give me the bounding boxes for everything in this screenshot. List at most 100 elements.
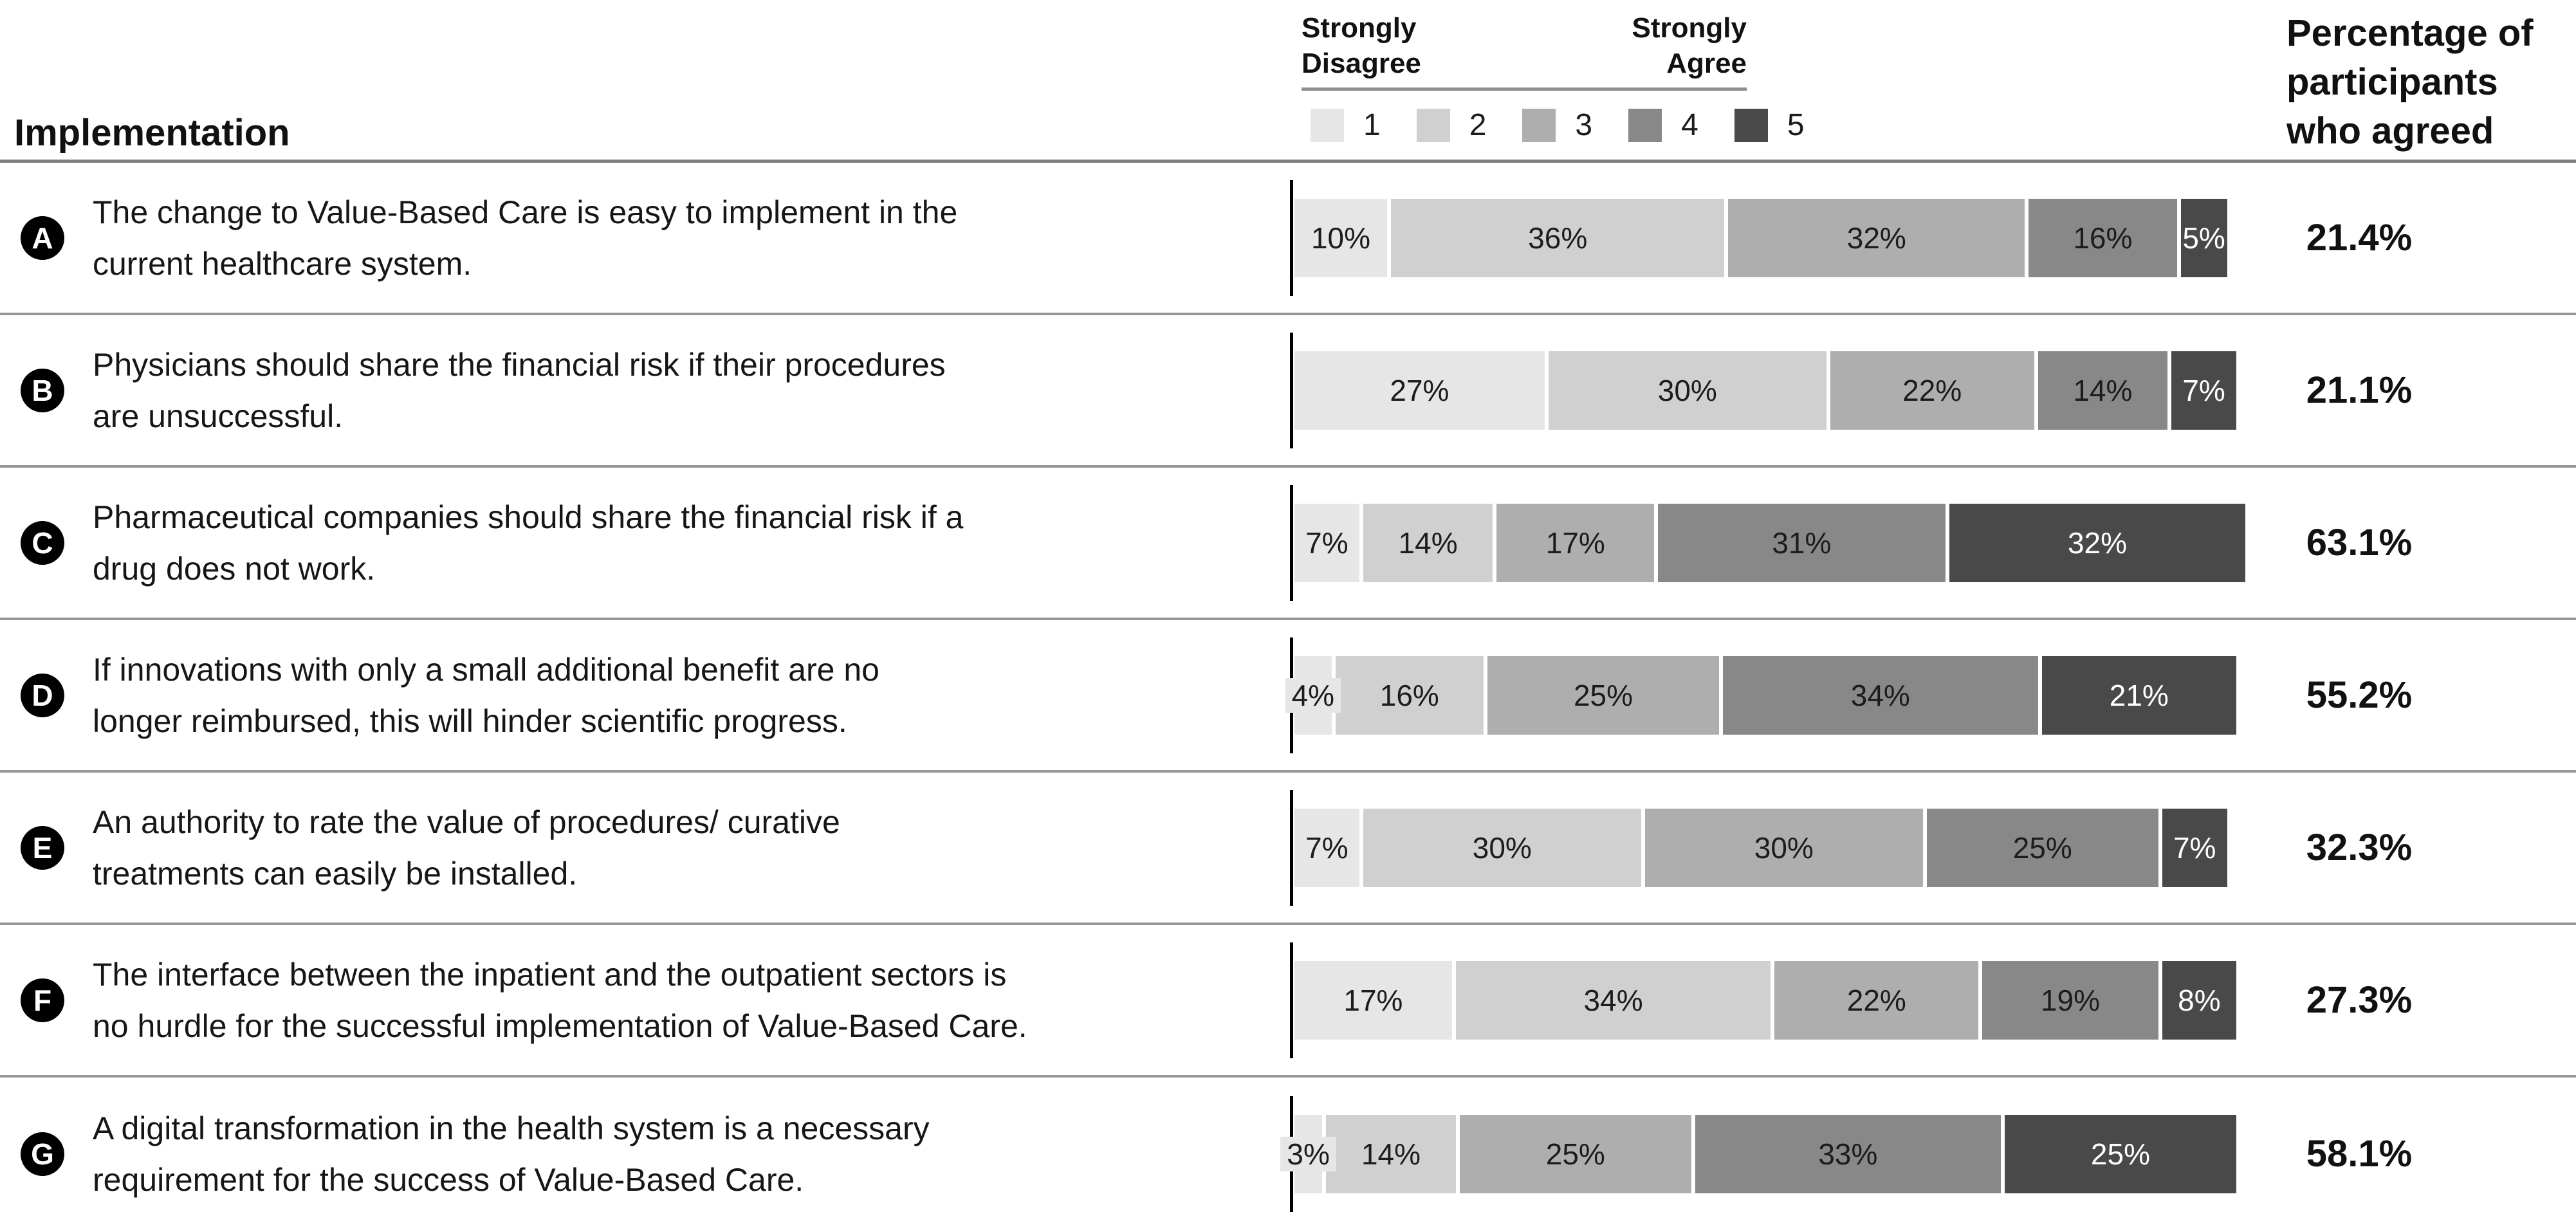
row-letter-badge: E [21,825,64,870]
bar-segment-level-2: 34% [1455,960,1771,1040]
bar-segment-label: 25% [1545,1137,1605,1171]
agreed-percentage: 58.1% [2306,1133,2413,1175]
bar-segment-level-5: 32% [1949,503,2246,582]
legend-scale-labels: Strongly Disagree Strongly Agree [1302,10,1747,81]
bar-axis-line [1290,332,1293,448]
legend-swatch-5 [1734,108,1768,142]
table-row: G A digital transformation in the health … [0,1078,2576,1230]
bar-segment-level-5: 7% [2171,351,2236,430]
bar-segment-level-4: 16% [2029,198,2177,277]
agreed-percentage: 63.1% [2306,522,2413,564]
bar-segment-label: 8% [2178,983,2221,1017]
rows-container: A The change to Value-Based Care is easy … [0,163,2576,1230]
bar-segment-level-4: 34% [1722,656,2038,735]
value-column-header: Percentage of participants who agreed [2286,12,2534,152]
bar-axis-line [1290,789,1293,906]
table-row: B Physicians should share the financial r… [0,315,2576,468]
bar-segment-label: 32% [1846,221,1906,255]
legend-level-label: 5 [1787,108,1805,142]
bar-segment-label: 16% [2073,221,2133,255]
bar-segment-label: 22% [1846,983,1906,1017]
agreed-percentage: 32.3% [2306,827,2413,868]
bar-segment-level-4: 25% [1926,808,2158,887]
stacked-bar: 10% 36% 32% 16% 5% [1294,198,2227,277]
bar-segment-label: 25% [1573,678,1633,712]
bar-axis-line [1290,179,1293,296]
statement-text: Physicians should share the financial ri… [93,346,946,434]
bar-segment-level-1: 27% [1294,351,1545,430]
section-title: Implementation [14,112,290,154]
bar-segment-level-3: 32% [1728,198,2025,277]
table-row: A The change to Value-Based Care is easy … [0,163,2576,315]
bar-cell: 3% 14% 25% 33% 25% [1280,1078,2245,1230]
statement-text: A digital transformation in the health s… [93,1110,930,1198]
bar-segment-label: 3% [1280,1136,1336,1171]
table-row: D If innovations with only a small additi… [0,620,2576,773]
agreed-percentage: 21.1% [2306,369,2413,411]
stacked-bar: 3% 14% 25% 33% 25% [1280,1114,2236,1193]
statement-cell: C Pharmaceutical companies should share t… [0,468,1290,618]
bar-segment-label: 14% [2073,373,2133,407]
legend-item-2: 2 [1416,107,1486,143]
bar-segment-label: 7% [2182,373,2225,407]
statement-text: The change to Value-Based Care is easy t… [93,194,958,282]
bar-segment-level-5: 7% [2162,808,2227,887]
bar-axis-line [1290,484,1293,601]
bar-segment-level-4: 19% [1982,960,2158,1040]
row-letter-badge: F [21,978,64,1022]
statement-cell: F The interface between the inpatient and… [0,925,1290,1075]
table-row: F The interface between the inpatient and… [0,925,2576,1078]
statement-text: If innovations with only a small additio… [93,651,879,739]
bar-segment-level-4: 31% [1658,503,1946,582]
bar-segment-label: 34% [1583,983,1643,1017]
statement-cell: E An authority to rate the value of proce… [0,773,1290,922]
statement-cell: A The change to Value-Based Care is easy … [0,163,1290,313]
bar-segment-level-1: 7% [1294,808,1359,887]
bar-segment-label: 5% [2182,221,2225,255]
bar-cell: 7% 14% 17% 31% 32% [1290,468,2246,618]
legend-swatch-1 [1311,108,1344,142]
bar-cell: 4% 16% 25% 34% 21% [1285,620,2245,770]
bar-segment-label: 7% [1305,831,1348,865]
legend-scale-line [1302,87,1747,91]
bar-segment-level-2: 14% [1363,503,1493,582]
legend-swatch-4 [1628,108,1662,142]
row-letter-badge: A [21,216,64,260]
bar-segment-level-3: 22% [1774,960,1979,1040]
bar-axis-line [1290,942,1293,1058]
statement-cell: D If innovations with only a small additi… [0,620,1290,770]
row-letter-badge: D [21,673,64,717]
bar-segment-label: 30% [1472,831,1532,865]
stacked-bar: 4% 16% 25% 34% 21% [1285,656,2236,735]
bar-segment-label: 25% [2090,1137,2150,1171]
bar-segment-level-3: 30% [1644,808,1923,887]
bar-segment-level-3: 22% [1830,351,2034,430]
bar-segment-label: 22% [1902,373,1962,407]
bar-cell: 7% 30% 30% 25% 7% [1290,773,2245,922]
legend-item-3: 3 [1522,107,1592,143]
bar-cell: 10% 36% 32% 16% 5% [1290,163,2245,313]
table-header: Implementation Strongly Disagree Strongl… [0,0,2576,163]
bar-segment-level-1: 17% [1294,960,1452,1040]
statement-text: Pharmaceutical companies should share th… [93,499,964,587]
bar-segment-level-2: 16% [1335,656,1484,735]
legend-item-4: 4 [1628,107,1698,143]
bar-cell: 17% 34% 22% 19% 8% [1290,925,2245,1075]
bar-segment-level-4: 14% [2038,351,2168,430]
agreed-percentage: 21.4% [2306,217,2413,259]
bar-segment-level-2: 14% [1326,1114,1456,1193]
bar-segment-level-1: 10% [1294,198,1387,277]
bar-segment-level-3: 25% [1459,1114,1691,1193]
bar-segment-level-4: 33% [1695,1114,2001,1193]
stacked-bar: 7% 14% 17% 31% 32% [1294,503,2246,582]
legend-item-5: 5 [1734,107,1805,143]
bar-segment-level-2: 30% [1363,808,1641,887]
statement-cell: G A digital transformation in the health … [0,1078,1290,1230]
header-left: Implementation [0,0,1290,160]
bar-segment-label: 31% [1772,526,1832,560]
bar-segment-label: 33% [1818,1137,1878,1171]
bar-segment-level-1: 7% [1294,503,1359,582]
bar-segment-label: 25% [2012,831,2072,865]
table-row: E An authority to rate the value of proce… [0,773,2576,925]
legend-level-label: 4 [1681,108,1698,142]
